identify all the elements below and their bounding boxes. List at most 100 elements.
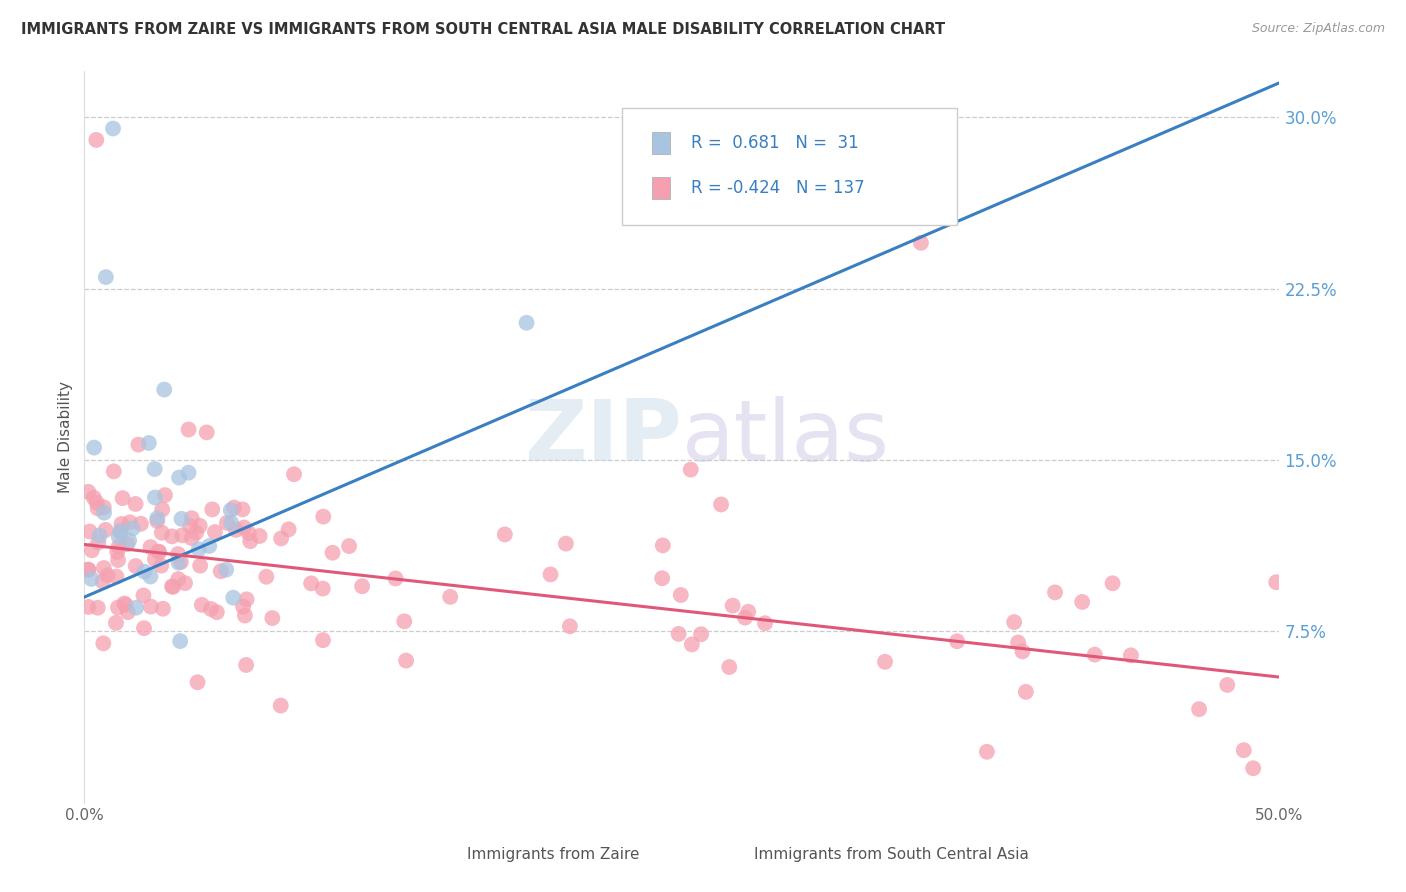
Point (89, 528, 111, 542)
Point (117, 605, 139, 619)
Point (198, 539, 221, 553)
Point (1233, 743, 1256, 757)
Point (101, 121, 124, 136)
FancyBboxPatch shape (623, 108, 957, 225)
Bar (652, 132, 671, 154)
Point (188, 558, 211, 573)
Point (118, 516, 141, 530)
Point (93, 500, 115, 515)
Point (215, 516, 238, 530)
Point (384, 571, 406, 585)
Point (233, 520, 256, 534)
Point (209, 564, 232, 578)
Text: IMMIGRANTS FROM ZAIRE VS IMMIGRANTS FROM SOUTH CENTRAL ASIA MALE DISABILITY CORR: IMMIGRANTS FROM ZAIRE VS IMMIGRANTS FROM… (21, 22, 945, 37)
Text: R =  0.681   N =  31: R = 0.681 N = 31 (692, 134, 859, 152)
Point (143, 552, 166, 566)
Point (86, 495, 108, 509)
Point (86, 501, 108, 516)
Point (134, 565, 156, 579)
Point (150, 558, 173, 573)
Point (1084, 648, 1107, 662)
Point (152, 601, 174, 615)
Point (1011, 644, 1033, 658)
Point (394, 615, 416, 629)
Point (94, 523, 117, 537)
Text: Immigrants from Zaire: Immigrants from Zaire (467, 847, 640, 862)
Point (710, 498, 733, 512)
Point (200, 602, 222, 616)
Point (1043, 585, 1066, 599)
Point (201, 502, 224, 516)
Text: atlas: atlas (682, 395, 890, 479)
Point (177, 423, 200, 437)
Point (169, 634, 191, 648)
Point (125, 600, 148, 615)
Point (233, 608, 256, 623)
Point (110, 516, 132, 531)
Point (215, 563, 238, 577)
Point (177, 466, 200, 480)
Bar (652, 177, 671, 199)
Point (232, 502, 254, 516)
Point (254, 570, 277, 584)
Point (148, 545, 170, 559)
Point (80, 543, 103, 558)
Point (162, 580, 184, 594)
Point (150, 525, 173, 540)
Point (976, 745, 998, 759)
Point (146, 514, 169, 528)
Point (312, 633, 335, 648)
Point (671, 133, 693, 147)
Point (651, 571, 673, 585)
Point (150, 502, 173, 516)
Point (283, 467, 305, 482)
Point (669, 588, 692, 602)
Point (143, 462, 166, 476)
Point (277, 522, 299, 536)
Point (679, 462, 702, 476)
Point (238, 526, 260, 541)
Point (124, 497, 146, 511)
Point (337, 539, 360, 553)
Point (299, 576, 322, 591)
Point (235, 658, 257, 673)
Point (1071, 595, 1094, 609)
Point (270, 532, 292, 546)
Point (93, 561, 115, 575)
Point (186, 675, 208, 690)
Point (94, 270, 117, 285)
Point (946, 634, 969, 648)
Point (681, 637, 703, 651)
Point (312, 509, 335, 524)
Point (188, 518, 211, 533)
Point (734, 610, 756, 624)
Point (1002, 615, 1025, 629)
Point (1188, 702, 1211, 716)
Point (668, 627, 690, 641)
Bar (700, 842, 734, 866)
Point (910, 235, 932, 250)
Point (179, 519, 201, 533)
Point (83, 441, 105, 455)
Point (312, 582, 335, 596)
Point (186, 525, 208, 540)
Point (79, 524, 101, 539)
Point (239, 534, 262, 549)
Bar (401, 842, 434, 866)
Point (138, 436, 160, 450)
Point (1015, 685, 1038, 699)
Text: Immigrants from South Central Asia: Immigrants from South Central Asia (754, 847, 1029, 862)
Point (1241, 761, 1264, 775)
Point (107, 600, 129, 615)
Point (690, 627, 713, 641)
Point (139, 540, 162, 554)
Point (1216, 678, 1239, 692)
Point (167, 572, 190, 586)
Point (143, 491, 166, 505)
Point (1007, 635, 1029, 649)
Point (167, 556, 190, 570)
Point (87, 535, 110, 549)
Point (873, 655, 896, 669)
Point (87, 600, 110, 615)
Y-axis label: Male Disability: Male Disability (58, 381, 73, 493)
